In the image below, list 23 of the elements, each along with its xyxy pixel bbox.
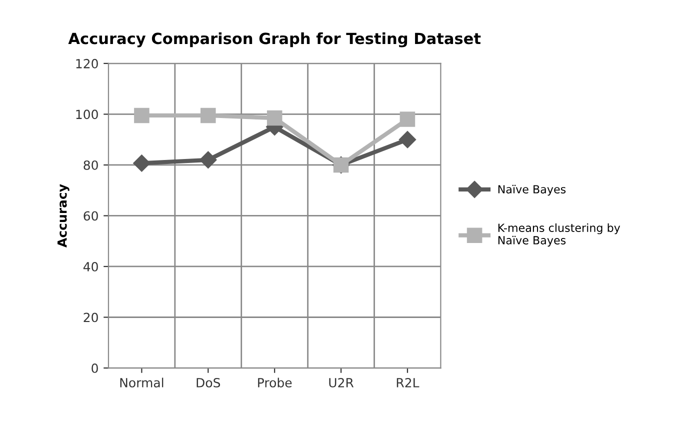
x-tick-label: Probe: [258, 378, 292, 388]
x-tick-label: Normal: [120, 378, 164, 388]
x-tick-label: DoS: [196, 378, 220, 388]
x-tick-label: U2R: [329, 378, 354, 388]
point: [200, 108, 216, 124]
point: [200, 151, 217, 168]
legend-label: Naïve Bayes: [498, 184, 566, 196]
y-tick-label: 0: [92, 363, 98, 373]
y-tick-label: 20: [84, 312, 98, 322]
y-tick-label: 40: [83, 262, 98, 272]
legend-label: K-means clustering by Naïve Bayes: [498, 223, 620, 247]
chart-title: Accuracy Comparison Graph for Testing Dataset: [68, 32, 481, 48]
point: [400, 112, 416, 127]
point: [398, 131, 416, 148]
point: [133, 154, 150, 172]
x-tick-label: R2L: [396, 378, 420, 388]
y-tick-label: 120: [76, 58, 98, 68]
y-tick-label: 80: [84, 160, 98, 170]
point: [134, 108, 150, 124]
point: [266, 110, 282, 126]
y-axis-title: Accuracy: [58, 184, 70, 248]
y-tick-label: 60: [84, 211, 98, 221]
y-tick-label: 100: [76, 110, 98, 120]
